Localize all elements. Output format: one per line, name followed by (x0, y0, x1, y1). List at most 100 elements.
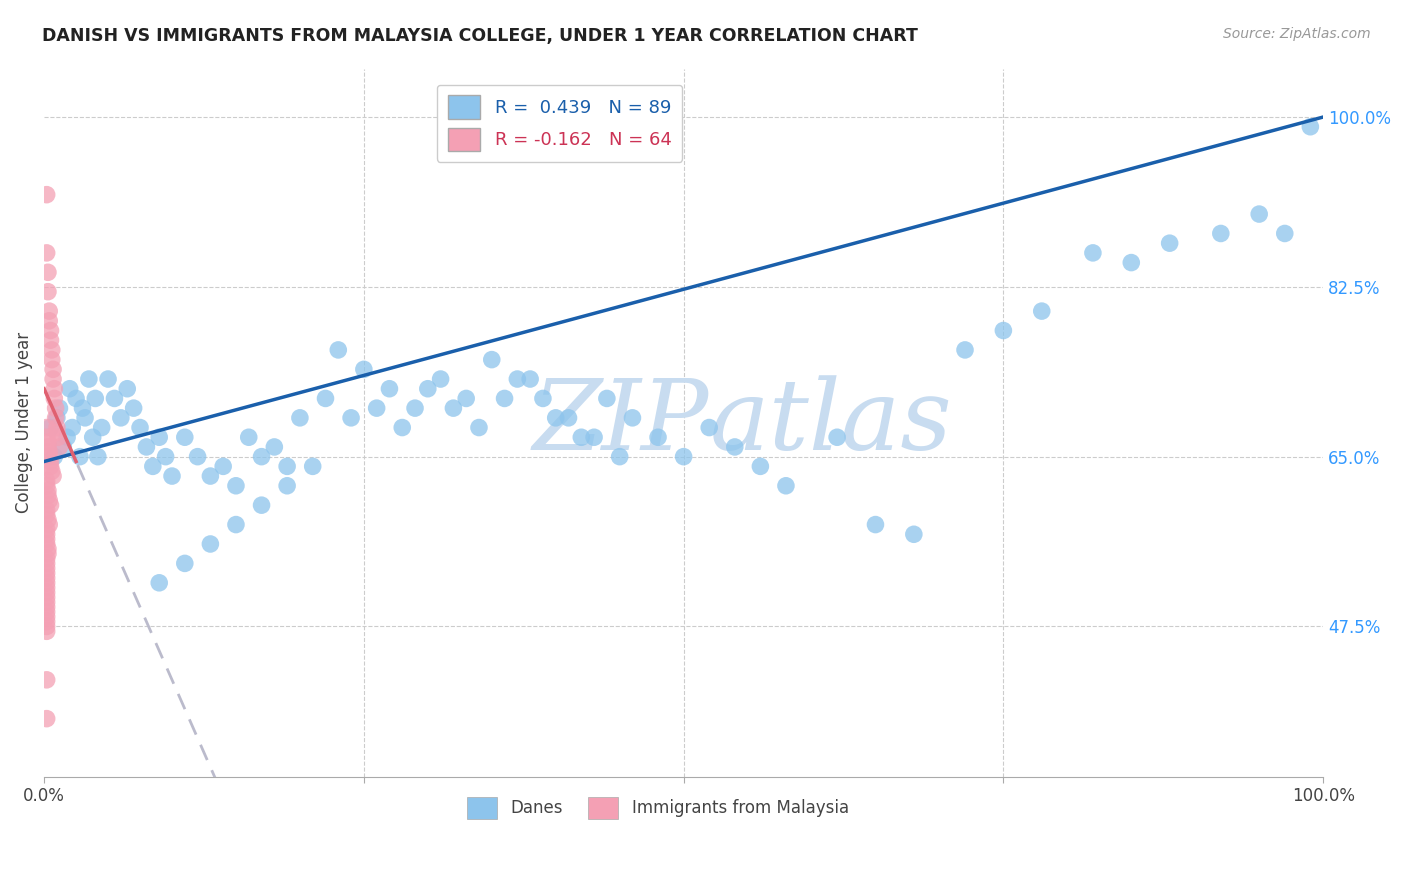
Point (583, 430, 606, 444)
Point (52, 440, 75, 454)
Point (35, 585, 58, 599)
Point (35, 619, 58, 633)
Point (1209, 227, 1232, 241)
Point (441, 401, 464, 416)
Point (65, 392, 87, 406)
Point (148, 575, 170, 590)
Legend: Danes, Immigrants from Malaysia: Danes, Immigrants from Malaysia (461, 790, 855, 825)
Point (212, 459, 235, 474)
Point (250, 450, 273, 464)
Point (39, 498, 62, 512)
Point (35, 712, 58, 726)
Point (378, 382, 401, 396)
Point (35, 595, 58, 609)
Point (44, 450, 66, 464)
Point (72, 401, 94, 416)
Point (37, 483, 59, 498)
Point (39, 454, 62, 468)
Point (315, 392, 337, 406)
Text: Source: ZipAtlas.com: Source: ZipAtlas.com (1223, 27, 1371, 41)
Point (225, 517, 247, 532)
Point (697, 420, 720, 434)
Point (173, 557, 195, 571)
Point (200, 469, 222, 483)
Point (35, 474, 58, 488)
Point (749, 459, 772, 474)
Point (39, 459, 62, 474)
Point (35, 246, 58, 260)
Point (35, 523, 58, 537)
Point (48, 401, 70, 416)
Point (39, 420, 62, 434)
Point (35, 430, 58, 444)
Point (37, 547, 59, 561)
Point (35, 527, 58, 541)
Point (84, 392, 107, 406)
Point (135, 440, 157, 454)
Point (39, 333, 62, 347)
Point (45, 410, 67, 425)
Text: ZIP: ZIP (533, 375, 709, 470)
Point (825, 430, 848, 444)
Point (1081, 246, 1104, 260)
Point (69, 450, 91, 464)
Point (506, 372, 529, 386)
Point (404, 401, 426, 416)
Point (38, 314, 60, 328)
Point (353, 362, 375, 376)
Point (250, 498, 273, 512)
Point (238, 430, 260, 444)
Point (35, 575, 58, 590)
Point (557, 410, 579, 425)
Point (46, 430, 69, 444)
Point (953, 343, 976, 357)
Point (724, 440, 747, 454)
Point (45, 401, 67, 416)
Point (35, 557, 58, 571)
Point (35, 537, 58, 551)
Point (35, 609, 58, 624)
Point (48, 440, 70, 454)
Point (416, 382, 439, 396)
Point (37, 541, 59, 556)
Point (391, 420, 413, 434)
Point (621, 410, 644, 425)
Point (609, 450, 631, 464)
Point (37, 513, 59, 527)
Point (301, 459, 323, 474)
Text: DANISH VS IMMIGRANTS FROM MALAYSIA COLLEGE, UNDER 1 YEAR CORRELATION CHART: DANISH VS IMMIGRANTS FROM MALAYSIA COLLE… (42, 27, 918, 45)
Point (903, 527, 925, 541)
Point (276, 459, 298, 474)
Point (37, 285, 59, 299)
Point (155, 450, 177, 464)
Point (456, 392, 478, 406)
Point (82, 430, 104, 444)
Point (468, 420, 491, 434)
Point (35, 508, 58, 522)
Point (1299, 120, 1322, 134)
Point (173, 430, 195, 444)
Point (129, 420, 152, 434)
Point (263, 440, 285, 454)
Y-axis label: College, Under 1 year: College, Under 1 year (15, 332, 32, 513)
Point (775, 479, 797, 493)
Point (35, 566, 58, 580)
Point (42, 469, 65, 483)
Point (37, 440, 59, 454)
Point (429, 372, 451, 386)
Point (38, 493, 60, 508)
Point (1031, 304, 1053, 318)
Point (103, 392, 125, 406)
Point (187, 450, 209, 464)
Point (569, 430, 592, 444)
Point (1159, 236, 1181, 251)
Point (38, 450, 60, 464)
Point (35, 420, 58, 434)
Point (481, 352, 503, 367)
Point (122, 401, 145, 416)
Point (38, 445, 60, 459)
Point (56, 430, 79, 444)
Point (366, 401, 388, 416)
Point (87, 450, 110, 464)
Point (35, 551, 58, 566)
